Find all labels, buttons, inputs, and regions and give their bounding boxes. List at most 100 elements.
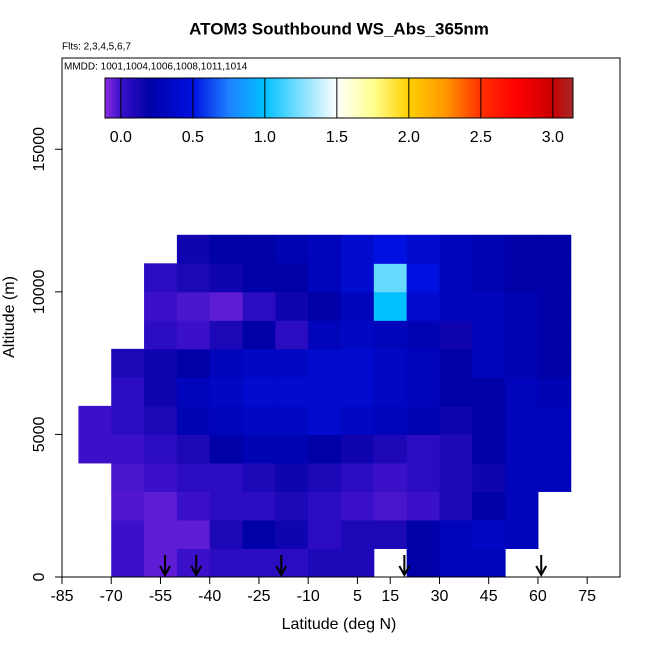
heat-cell [439, 491, 473, 521]
colorbar-tick-label: 3.0 [542, 129, 564, 146]
x-tick-label: 75 [578, 588, 596, 605]
heat-cell [176, 263, 211, 293]
heat-cell [406, 291, 440, 321]
heat-cell [242, 348, 276, 378]
heat-cell [406, 462, 440, 492]
heat-cell [505, 434, 539, 464]
heat-cell [308, 462, 342, 492]
heat-cell [242, 519, 276, 549]
x-tick-label: 45 [480, 588, 498, 605]
x-tick-label: -70 [100, 588, 123, 605]
y-tick-label: 10000 [31, 269, 48, 314]
heat-cell [439, 519, 473, 549]
heat-cell [308, 263, 342, 293]
heat-cell [341, 491, 375, 521]
heat-cell [275, 434, 309, 464]
heat-cell [341, 320, 375, 350]
heat-cell [472, 491, 506, 521]
heat-cell [275, 234, 309, 264]
heat-cell [472, 377, 506, 407]
colorbar-tick-label: 1.0 [254, 129, 276, 146]
heat-cell [308, 434, 342, 464]
heat-cell [144, 434, 178, 464]
heat-cell [472, 519, 506, 549]
x-axis-label: Latitude (deg N) [282, 616, 397, 633]
heat-cell [78, 434, 112, 464]
heat-cell [341, 291, 375, 321]
heat-cell [308, 291, 342, 321]
heat-cell [275, 405, 309, 435]
arrow-head [159, 565, 171, 578]
heat-cell [537, 434, 572, 464]
heat-cell [176, 234, 211, 264]
heat-cell [209, 377, 244, 407]
heat-cell [373, 434, 408, 464]
heat-cell [537, 348, 572, 378]
plot-frame [61, 57, 621, 578]
heat-cell [308, 548, 342, 578]
heat-cell [373, 234, 408, 264]
heat-cell [505, 291, 539, 321]
heat-cell [275, 263, 309, 293]
heat-cell [373, 405, 408, 435]
colorbar [104, 77, 574, 119]
heat-cell [176, 434, 211, 464]
y-tick-label: 5000 [31, 417, 48, 453]
heat-cell [373, 462, 408, 492]
heat-cell [176, 405, 211, 435]
heat-cell [308, 320, 342, 350]
heat-cell [209, 491, 244, 521]
heat-cell [406, 519, 440, 549]
heat-cell [439, 291, 473, 321]
heat-cell [537, 263, 572, 293]
heat-cell [308, 234, 342, 264]
subtitle: Flts: 2,3,4,5,6,7 [62, 42, 131, 53]
x-tick-label: 30 [431, 588, 449, 605]
heat-cell [242, 434, 276, 464]
heat-cell [176, 291, 211, 321]
heat-cell [505, 377, 539, 407]
heat-cell [341, 377, 375, 407]
heat-cell [209, 291, 244, 321]
heat-cell [308, 405, 342, 435]
heat-cell [406, 234, 440, 264]
heat-cell [308, 519, 342, 549]
heat-cell [373, 348, 408, 378]
heat-cell [439, 234, 473, 264]
heat-cell [209, 234, 244, 264]
heat-cell [341, 234, 375, 264]
heat-cell [144, 491, 178, 521]
heat-cell [242, 320, 276, 350]
heat-cell [275, 348, 309, 378]
arrow-head [398, 565, 411, 578]
heat-cell [209, 263, 244, 293]
heat-cell [537, 405, 572, 435]
heat-cell [472, 434, 506, 464]
heat-cell [144, 291, 178, 321]
heat-cell [406, 434, 440, 464]
heat-cell [111, 462, 145, 492]
heat-cell [176, 320, 211, 350]
heat-cell [505, 519, 539, 549]
heat-cell [472, 263, 506, 293]
heat-cell [176, 548, 211, 578]
x-tick-label: -40 [198, 588, 221, 605]
heat-cell [537, 462, 572, 492]
heat-cell [78, 405, 112, 435]
heat-cell [341, 548, 375, 578]
heat-cell [176, 462, 211, 492]
heat-cell [341, 434, 375, 464]
heat-cell [373, 320, 408, 350]
heat-cell [341, 405, 375, 435]
heat-cell [537, 320, 572, 350]
heat-cell [209, 405, 244, 435]
flight-arrow [275, 555, 288, 578]
x-tick-label: -85 [50, 588, 73, 605]
x-tick-label: -55 [149, 588, 172, 605]
heat-cell [472, 548, 506, 578]
heat-cell [209, 462, 244, 492]
heat-cell [111, 405, 145, 435]
heat-cell [308, 348, 342, 378]
heat-cell [505, 405, 539, 435]
